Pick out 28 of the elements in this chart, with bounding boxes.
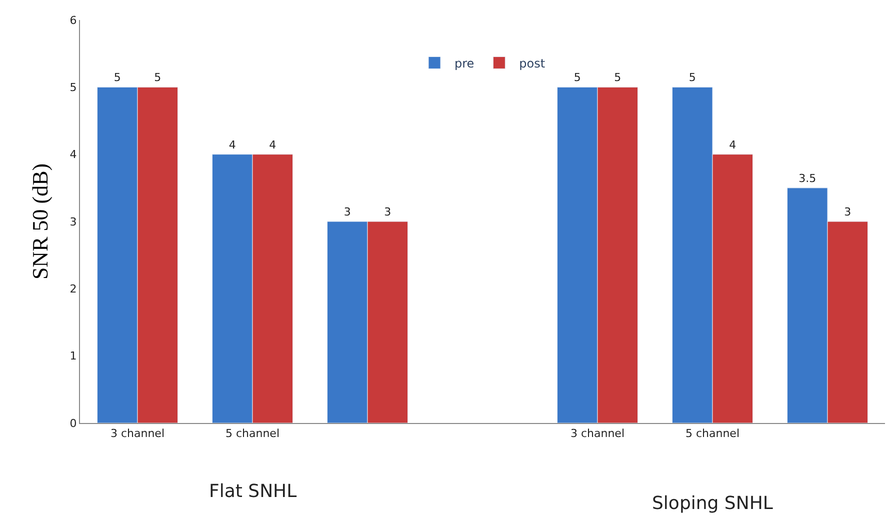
y-tick-label: 4 xyxy=(70,148,77,162)
y-tick-label: 0 xyxy=(70,416,77,430)
y-tick-label: 6 xyxy=(70,14,77,27)
y-axis-title: SNR 50 (dB) xyxy=(28,163,53,280)
y-tick-label: 5 xyxy=(70,81,77,94)
data-label: 4 xyxy=(729,138,736,152)
data-label: 4 xyxy=(269,138,276,152)
data-label: 4 xyxy=(228,138,236,152)
legend-label: pre xyxy=(454,56,474,70)
x-tick-label: 3 channel xyxy=(110,427,165,440)
data-label: 3.5 xyxy=(798,172,816,185)
y-tick-label: 3 xyxy=(70,215,77,228)
legend-label: post xyxy=(519,56,546,70)
data-label: 5 xyxy=(574,71,581,84)
data-label: 5 xyxy=(688,71,696,84)
data-label: 5 xyxy=(614,71,622,84)
y-tick-label: 1 xyxy=(70,350,77,363)
x-tick-label: 3 channel xyxy=(570,427,625,440)
text: Sloping SNHL xyxy=(652,493,773,514)
x-tick-label: 5 channel xyxy=(225,427,280,440)
text: Flat SNHL xyxy=(209,481,297,502)
data-label: 3 xyxy=(844,206,852,218)
data-label: 5 xyxy=(114,71,121,84)
data-label: 5 xyxy=(154,71,162,84)
x-tick-label: 5 channel xyxy=(685,427,740,440)
y-tick-label: 2 xyxy=(70,282,77,296)
data-label: 3 xyxy=(344,206,351,218)
data-label: 3 xyxy=(384,206,392,218)
